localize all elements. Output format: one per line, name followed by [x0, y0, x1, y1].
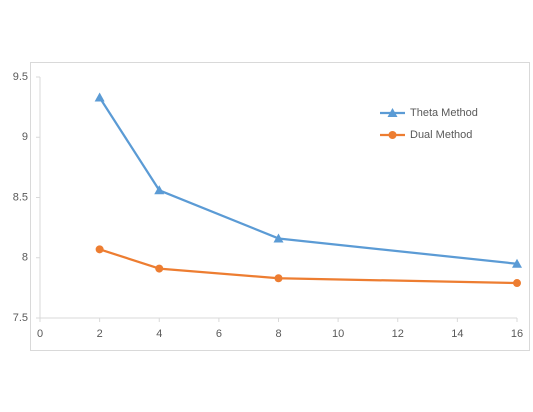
marker: [273, 233, 284, 243]
x-tick-label: 14: [451, 328, 463, 340]
x-tick-label: 8: [275, 328, 281, 340]
x-tick-label: 0: [37, 328, 43, 340]
marker: [274, 274, 283, 283]
y-tick-label: 9: [22, 131, 28, 143]
x-tick-label: 16: [511, 328, 523, 340]
marker: [155, 264, 164, 273]
x-tick-label: 6: [216, 328, 222, 340]
legend-label: Theta Method: [410, 107, 478, 119]
marker: [94, 92, 105, 102]
marker: [512, 258, 522, 268]
x-tick-label: 12: [392, 328, 404, 340]
series-line: [99, 248, 518, 285]
x-tick-label: 2: [97, 328, 103, 340]
marker: [95, 245, 104, 254]
y-tick-label: 7.5: [13, 312, 28, 324]
y-tick-label: 9.5: [13, 71, 28, 83]
legend-marker: [387, 108, 398, 117]
chart-frame: [30, 62, 530, 351]
legend-label: Dual Method: [410, 129, 472, 141]
x-tick-label: 10: [332, 328, 344, 340]
marker: [513, 279, 521, 288]
legend-marker: [388, 131, 397, 139]
marker: [154, 185, 165, 195]
series-line: [98, 96, 518, 265]
y-tick-label: 8.5: [13, 191, 28, 203]
x-tick-label: 4: [156, 328, 162, 340]
y-tick-label: 8: [22, 252, 28, 264]
